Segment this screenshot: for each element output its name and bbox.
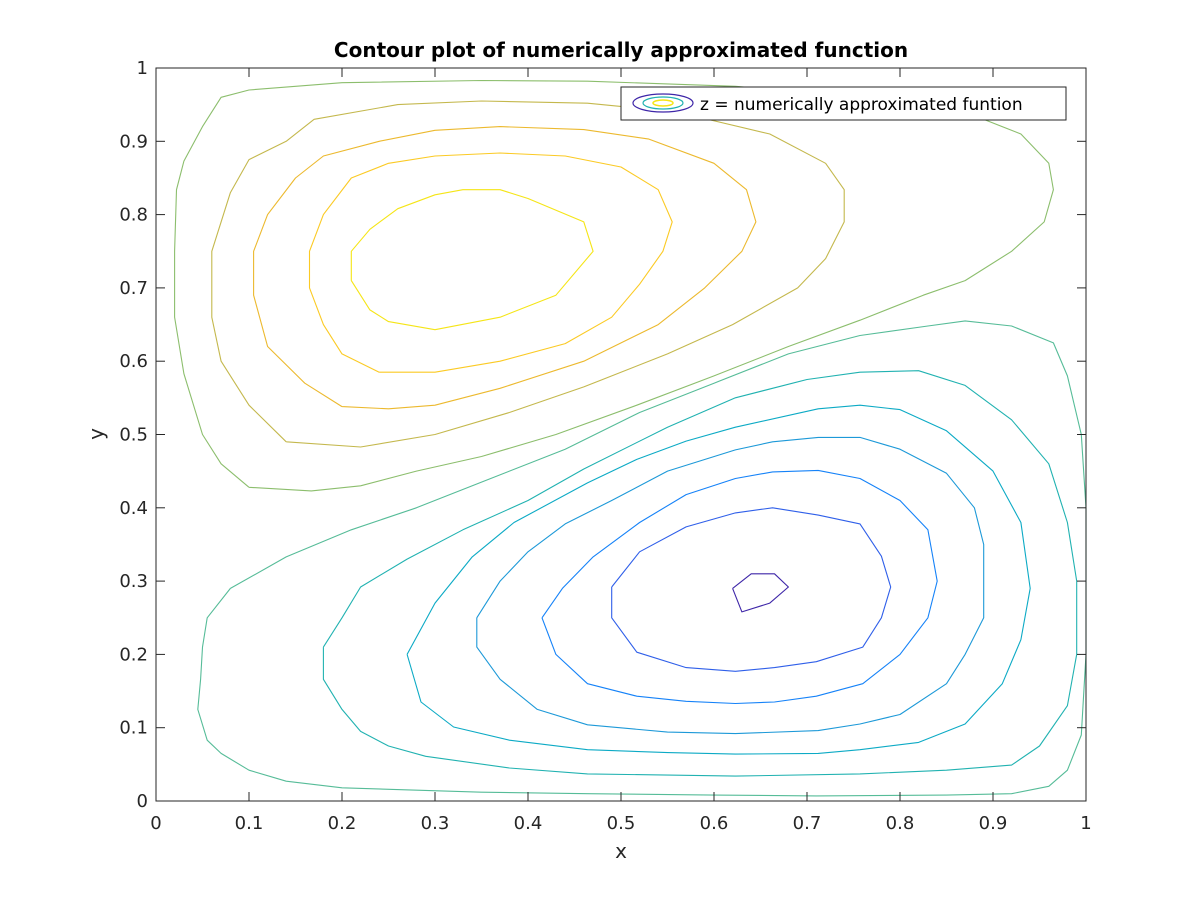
contour-line-6 <box>197 320 1087 797</box>
y-tick-labels: 0 0.1 0.2 0.3 0.4 0.5 0.6 0.7 0.8 0.9 1 <box>119 58 148 812</box>
x-axis-label: x <box>615 839 627 863</box>
x-tick-label-5: 0.5 <box>607 813 636 834</box>
x-tick-label-6: 0.6 <box>700 813 729 834</box>
contour-line-8 <box>211 100 845 448</box>
axes-box <box>155 67 1087 802</box>
x-tick-label-7: 0.7 <box>793 813 822 834</box>
contour-line-11 <box>350 189 594 331</box>
y-tick-label-0: 0 <box>137 791 148 812</box>
y-tick-label-8: 0.8 <box>119 205 148 226</box>
legend[interactable]: z = numerically approximated funtion <box>620 86 1067 121</box>
x-tick-label-8: 0.8 <box>886 813 915 834</box>
y-tick-label-5: 0.5 <box>119 425 148 446</box>
y-tick-label-7: 0.7 <box>119 278 148 299</box>
x-tick-label-4: 0.4 <box>514 813 543 834</box>
x-tick-label-3: 0.3 <box>421 813 450 834</box>
y-tick-label-6: 0.6 <box>119 351 148 372</box>
y-tick-label-1: 0.1 <box>119 718 148 739</box>
x-tick-label-2: 0.2 <box>328 813 357 834</box>
chart-title: Contour plot of numerically approximated… <box>334 38 908 62</box>
contour-line-7 <box>174 79 1054 492</box>
plot-area <box>156 68 1086 801</box>
y-tick-label-10: 1 <box>137 58 148 79</box>
contour-lines <box>174 79 1087 797</box>
contour-line-4 <box>406 404 1031 755</box>
y-tick-label-9: 0.9 <box>119 131 148 152</box>
y-tick-label-2: 0.2 <box>119 644 148 665</box>
y-tick-label-4: 0.4 <box>119 498 148 519</box>
y-tick-label-3: 0.3 <box>119 571 148 592</box>
contour-line-0 <box>732 573 789 613</box>
legend-entry-label: z = numerically approximated funtion <box>700 95 1023 115</box>
x-tick-labels: 0 0.1 0.2 0.3 0.4 0.5 0.6 0.7 0.8 0.9 1 <box>150 813 1091 834</box>
contour-line-5 <box>322 370 1078 777</box>
y-axis-label: y <box>84 428 108 440</box>
contour-line-10 <box>308 152 673 373</box>
legend-box <box>620 86 1067 121</box>
x-tick-label-9: 0.9 <box>979 813 1008 834</box>
legend-swatch-icon <box>632 93 694 113</box>
x-tick-label-10: 1 <box>1080 813 1091 834</box>
contour-line-3 <box>476 436 985 735</box>
x-tick-label-0: 0 <box>150 813 161 834</box>
x-tick-label-1: 0.1 <box>235 813 264 834</box>
contour-line-2 <box>541 469 938 705</box>
contour-line-1 <box>611 507 892 672</box>
contour-line-9 <box>253 126 757 410</box>
